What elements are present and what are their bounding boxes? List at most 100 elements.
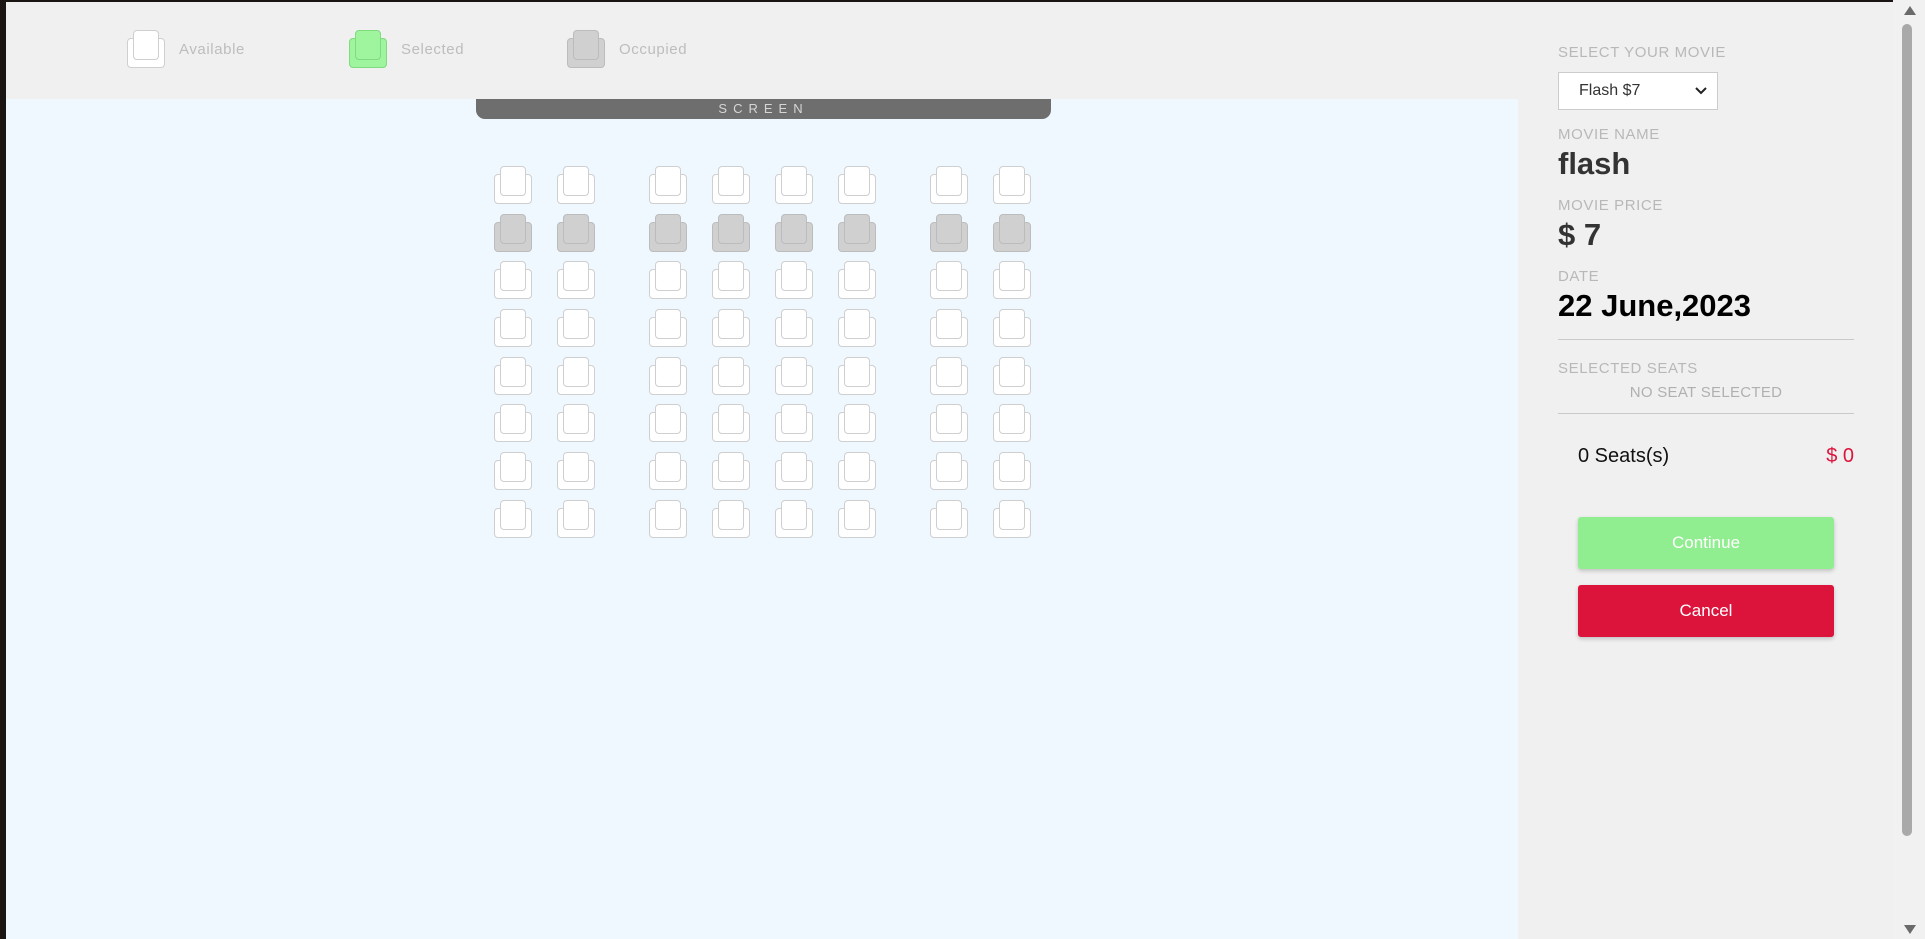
movie-select[interactable]: Flash $7 bbox=[1558, 72, 1718, 110]
occupied-seat bbox=[712, 213, 750, 252]
available-seat[interactable] bbox=[494, 499, 532, 538]
legend-selected-label: Selected bbox=[401, 40, 465, 58]
continue-button[interactable]: Continue bbox=[1578, 517, 1834, 569]
movie-name-label: MOVIE NAME bbox=[1558, 126, 1660, 143]
occupied-seat bbox=[838, 213, 876, 252]
available-seat[interactable] bbox=[649, 499, 687, 538]
available-seat[interactable] bbox=[775, 309, 813, 348]
available-seat[interactable] bbox=[993, 261, 1031, 300]
available-seat[interactable] bbox=[775, 356, 813, 395]
cinema-screen: SCREEN bbox=[476, 99, 1051, 119]
selected-seats-label: SELECTED SEATS bbox=[1558, 360, 1698, 377]
available-seat[interactable] bbox=[712, 261, 750, 300]
select-movie-label: SELECT YOUR MOVIE bbox=[1558, 44, 1727, 61]
booking-sidebar: SELECT YOUR MOVIE Flash $7 MOVIE NAME fl… bbox=[1518, 2, 1893, 939]
legend-occupied: Occupied bbox=[567, 29, 687, 69]
available-seat[interactable] bbox=[993, 356, 1031, 395]
available-seat[interactable] bbox=[838, 404, 876, 443]
available-seat[interactable] bbox=[557, 404, 595, 443]
available-seat[interactable] bbox=[712, 404, 750, 443]
available-seat[interactable] bbox=[838, 452, 876, 491]
seat-row bbox=[494, 404, 1031, 443]
scroll-down-arrow-icon[interactable] bbox=[1904, 925, 1916, 934]
available-seat[interactable] bbox=[838, 499, 876, 538]
movie-name: flash bbox=[1558, 146, 1631, 181]
available-seat[interactable] bbox=[993, 452, 1031, 491]
no-seat-message: NO SEAT SELECTED bbox=[1629, 384, 1783, 401]
available-seat[interactable] bbox=[838, 356, 876, 395]
available-seat[interactable] bbox=[930, 261, 968, 300]
available-seat[interactable] bbox=[712, 499, 750, 538]
scroll-up-arrow-icon[interactable] bbox=[1904, 6, 1916, 15]
scrollbar[interactable] bbox=[1893, 0, 1925, 939]
available-seat[interactable] bbox=[494, 356, 532, 395]
total-price: $ 0 bbox=[1826, 445, 1854, 467]
available-seat[interactable] bbox=[930, 404, 968, 443]
available-seat[interactable] bbox=[557, 356, 595, 395]
occupied-seat-icon bbox=[567, 30, 605, 68]
available-seat[interactable] bbox=[993, 166, 1031, 204]
occupied-seat bbox=[993, 213, 1031, 252]
available-seat[interactable] bbox=[930, 309, 968, 348]
available-seat[interactable] bbox=[557, 499, 595, 538]
available-seat[interactable] bbox=[930, 452, 968, 491]
available-seat[interactable] bbox=[494, 404, 532, 443]
seat-row bbox=[494, 261, 1031, 300]
seat-row bbox=[494, 166, 1031, 204]
available-seat[interactable] bbox=[712, 452, 750, 491]
available-seat[interactable] bbox=[775, 452, 813, 491]
available-seat[interactable] bbox=[649, 309, 687, 348]
cancel-button[interactable]: Cancel bbox=[1578, 585, 1834, 637]
available-seat[interactable] bbox=[557, 309, 595, 348]
available-seat[interactable] bbox=[649, 452, 687, 491]
seat-legend: Available Selected Occupied bbox=[6, 2, 1518, 99]
available-seat[interactable] bbox=[838, 309, 876, 348]
available-seat[interactable] bbox=[649, 356, 687, 395]
selected-seat-icon bbox=[349, 30, 387, 68]
movie-price: $ 7 bbox=[1558, 217, 1602, 252]
available-seat[interactable] bbox=[838, 261, 876, 300]
date-label: DATE bbox=[1558, 268, 1600, 285]
available-seat[interactable] bbox=[649, 166, 687, 204]
available-seat[interactable] bbox=[930, 499, 968, 538]
available-seat[interactable] bbox=[775, 499, 813, 538]
available-seat[interactable] bbox=[494, 166, 532, 204]
available-seat[interactable] bbox=[494, 309, 532, 348]
legend-available-label: Available bbox=[179, 40, 246, 58]
seat-row bbox=[494, 356, 1031, 395]
scroll-thumb[interactable] bbox=[1902, 24, 1912, 836]
show-date: 22 June,2023 bbox=[1558, 288, 1752, 323]
occupied-seat bbox=[557, 213, 595, 252]
available-seat[interactable] bbox=[557, 261, 595, 300]
available-seat[interactable] bbox=[775, 166, 813, 204]
available-seat[interactable] bbox=[557, 166, 595, 204]
available-seat[interactable] bbox=[993, 309, 1031, 348]
seat-row bbox=[494, 452, 1031, 491]
available-seat[interactable] bbox=[557, 452, 595, 491]
available-seat[interactable] bbox=[775, 261, 813, 300]
available-seat[interactable] bbox=[712, 166, 750, 204]
legend-available: Available bbox=[127, 29, 245, 69]
available-seat[interactable] bbox=[930, 356, 968, 395]
seat-row bbox=[494, 213, 1031, 252]
available-seat-icon bbox=[127, 30, 165, 68]
available-seat[interactable] bbox=[930, 166, 968, 204]
divider bbox=[1558, 413, 1854, 414]
movie-price-label: MOVIE PRICE bbox=[1558, 197, 1663, 214]
available-seat[interactable] bbox=[775, 404, 813, 443]
available-seat[interactable] bbox=[712, 356, 750, 395]
available-seat[interactable] bbox=[494, 452, 532, 491]
legend-occupied-label: Occupied bbox=[619, 40, 688, 58]
available-seat[interactable] bbox=[712, 309, 750, 348]
seat-row bbox=[494, 499, 1031, 538]
available-seat[interactable] bbox=[993, 499, 1031, 538]
available-seat[interactable] bbox=[649, 261, 687, 300]
legend-selected: Selected bbox=[349, 29, 464, 69]
available-seat[interactable] bbox=[494, 261, 532, 300]
available-seat[interactable] bbox=[838, 166, 876, 204]
available-seat[interactable] bbox=[649, 404, 687, 443]
available-seat[interactable] bbox=[993, 404, 1031, 443]
divider bbox=[1558, 339, 1854, 340]
seat-count: 0 Seats(s) bbox=[1578, 445, 1670, 467]
chevron-down-icon bbox=[1695, 83, 1707, 104]
